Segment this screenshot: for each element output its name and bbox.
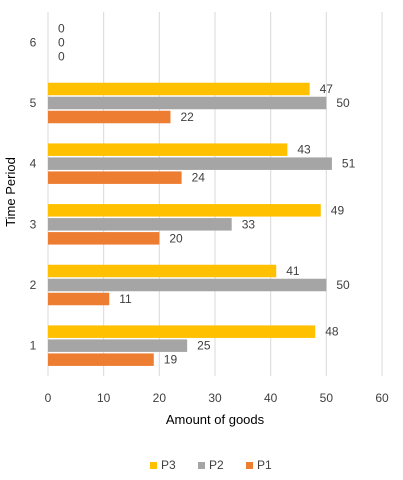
y-tick-label: 3 [30,217,37,231]
y-tick-label: 1 [30,339,37,353]
data-label-p1-period-1: 19 [164,353,178,367]
bar-p2-period-3 [48,218,232,231]
data-label-p3-period-3: 49 [331,203,345,217]
data-label-p3-period-6: 0 [58,21,65,35]
bar-p1-period-4 [48,171,182,184]
y-axis-title: Time Period [3,157,18,227]
bar-p2-period-4 [48,157,332,170]
y-tick-label: 2 [30,278,37,292]
bar-p3-period-1 [48,325,316,338]
data-label-p1-period-6: 0 [58,49,65,63]
x-tick-label: 30 [208,391,222,405]
data-label-p3-period-5: 47 [320,82,334,96]
data-label-p3-period-1: 48 [325,325,339,339]
x-tick-label: 50 [320,391,334,405]
data-label-p2-period-5: 50 [336,96,350,110]
data-label-p1-period-3: 20 [169,231,183,245]
bar-p2-period-5 [48,96,327,110]
y-axis-ticks: 1 2 3 4 5 6 [30,35,37,352]
legend-label-p3: P3 [161,458,176,472]
bar-p1-period-3 [48,232,160,245]
data-label-p2-period-6: 0 [58,35,65,49]
bar-p3-period-2 [48,264,277,278]
data-label-p3-period-2: 41 [286,264,300,278]
x-axis-ticks: 0 10 20 30 40 50 60 [45,391,389,405]
legend-label-p2: P2 [209,458,224,472]
data-label-p1-period-2: 11 [119,292,132,306]
bar-p3-period-3 [48,204,321,217]
legend-swatch-p2 [198,462,205,469]
bar-p1-period-1 [48,353,154,366]
legend-swatch-p1 [246,462,253,469]
legend-swatch-p3 [150,462,157,469]
gridlines [47,12,383,376]
x-axis-title: Amount of goods [166,412,265,427]
x-tick-label: 40 [264,391,278,405]
x-tick-label: 0 [45,391,52,405]
data-label-p1-period-4: 24 [192,171,206,185]
bar-p2-period-1 [48,339,188,352]
data-label-p2-period-3: 33 [242,217,256,231]
y-tick-label: 4 [30,157,37,171]
data-label-p1-period-5: 22 [180,110,194,124]
x-tick-label: 10 [97,391,111,405]
legend-label-p1: P1 [257,458,272,472]
bar-p3-period-5 [48,82,310,96]
data-label-p2-period-2: 50 [336,278,350,292]
bars [48,82,332,366]
x-tick-label: 20 [153,391,167,405]
y-tick-label: 5 [30,96,37,110]
bar-p1-period-2 [48,292,110,306]
bar-p2-period-2 [48,278,327,292]
data-label-p2-period-4: 51 [342,157,356,171]
y-tick-label: 6 [30,35,37,49]
data-label-p3-period-4: 43 [297,143,311,157]
legend: P3 P2 P1 [150,458,272,472]
bar-p1-period-5 [48,110,171,124]
data-label-p2-period-1: 25 [197,339,211,353]
x-tick-label: 60 [375,391,389,405]
bar-p3-period-4 [48,143,288,156]
